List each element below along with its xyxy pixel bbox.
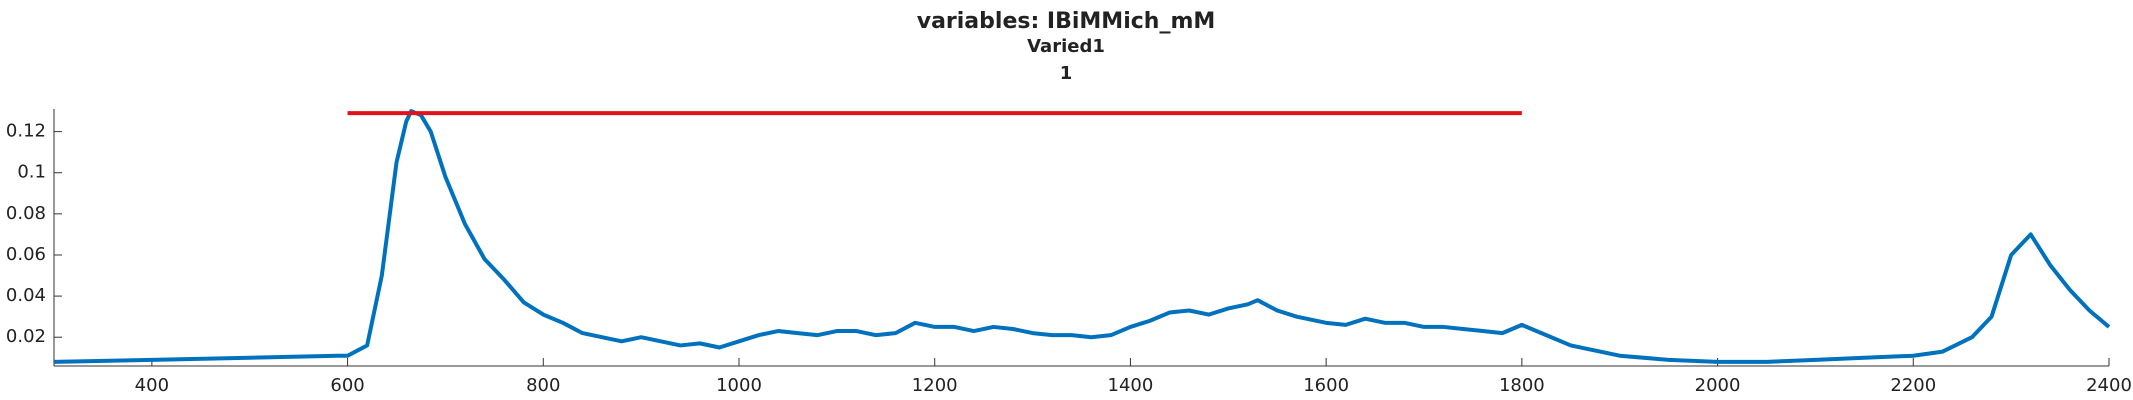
chart-subtitle: 1 [1060, 63, 1073, 84]
x-tick-label: 1200 [912, 375, 958, 396]
y-tick-label: 0.12 [6, 121, 46, 142]
y-tick-label: 0.04 [6, 285, 46, 306]
x-tick-label: 400 [135, 375, 169, 396]
x-tick-label: 1400 [1108, 375, 1154, 396]
chart-title: variables: IBiMMich_mM [917, 9, 1216, 34]
y-tick-label: 0.1 [17, 162, 46, 183]
x-tick-label: 800 [526, 375, 560, 396]
x-tick-label: 2200 [1890, 375, 1936, 396]
x-tick-label: 2400 [2086, 375, 2132, 396]
x-tick-label: 600 [330, 375, 364, 396]
x-tick-label: 2000 [1695, 375, 1741, 396]
y-tick-label: 0.08 [6, 203, 46, 224]
chart-subtitle: Varied1 [1027, 36, 1105, 57]
x-tick-label: 1600 [1303, 375, 1349, 396]
y-tick-label: 0.02 [6, 326, 46, 347]
x-tick-label: 1800 [1499, 375, 1545, 396]
data-line [53, 109, 2111, 364]
y-tick-label: 0.06 [6, 244, 46, 265]
x-tick-label: 1000 [716, 375, 762, 396]
